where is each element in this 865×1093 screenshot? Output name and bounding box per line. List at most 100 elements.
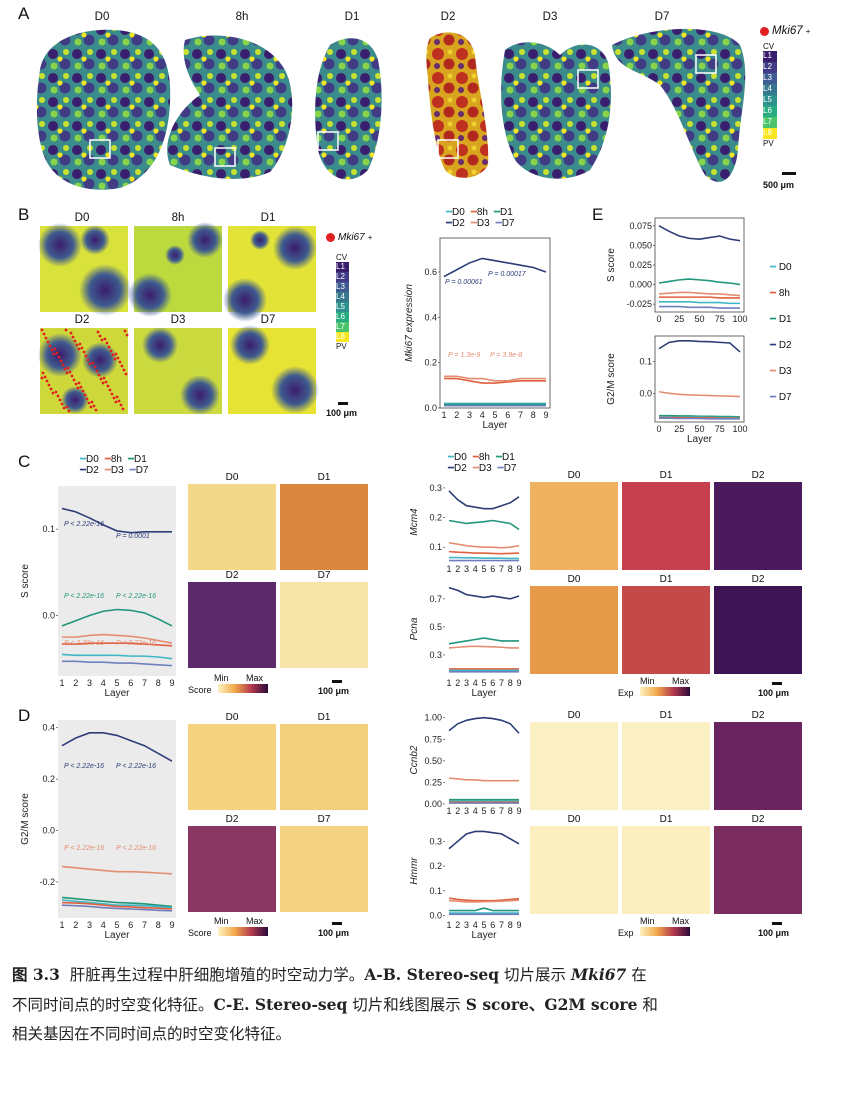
y-tick-label: 0.5 <box>429 622 442 632</box>
y-axis-label: S score <box>20 564 31 598</box>
x-tick-label: 0 <box>656 314 661 324</box>
cg-map-pcna-d0 <box>530 586 618 674</box>
mki67-dot <box>54 390 58 394</box>
mki67-dot <box>125 333 129 337</box>
series-line-8h <box>448 550 520 555</box>
y-tick-label: 0.0 <box>42 826 55 836</box>
a-legend-l7: L7 <box>763 117 777 128</box>
series-line-D3 <box>448 541 520 549</box>
plot-area <box>445 824 523 918</box>
mki67-dot <box>46 340 50 344</box>
cg-map-mcm4-d0 <box>530 482 618 570</box>
mki67-dot <box>90 400 94 404</box>
mki67-dot <box>74 382 78 386</box>
series-line-D2 <box>448 716 520 734</box>
x-tick-label: 1 <box>441 410 446 420</box>
mki67-dot <box>65 371 69 375</box>
series-line-D2 <box>448 830 520 850</box>
x-tick-label: 2 <box>455 806 460 816</box>
x-tick-label: 25 <box>674 424 684 434</box>
y-tick-label: 0.2 <box>42 774 55 784</box>
series-line-D3 <box>448 645 519 649</box>
mki67-dot <box>61 363 65 367</box>
mki67-dot <box>81 389 85 393</box>
y-axis-label: G2/M score <box>20 793 31 845</box>
series-line-8h <box>659 296 740 299</box>
section-d2 <box>426 32 489 178</box>
c-chart-legend: ━D0 ━8h ━D1 ━D2 ━D3 ━D7 <box>80 454 149 476</box>
b-map-d3 <box>134 327 222 415</box>
p-value-annotation: P < 2.22e-16 <box>116 640 156 647</box>
mki67-dot <box>65 405 69 409</box>
section-d3 <box>501 42 611 179</box>
d-map-title-d7: D7 <box>317 814 331 825</box>
mki67-dot <box>121 407 125 411</box>
p-value-annotation: P = 1.3e-9 <box>448 352 480 359</box>
a-legend-cv: CV <box>763 42 775 51</box>
mki67-dot <box>49 387 53 391</box>
p-value-annotation: P = 3.9e-8 <box>490 352 522 359</box>
cg-map-pcna-d1 <box>622 586 710 674</box>
mki67-dot <box>119 403 123 407</box>
mki67-dot <box>99 377 103 381</box>
y-tick-label: 0.025 <box>629 260 652 270</box>
mki67-dot <box>84 354 88 358</box>
mki67-dot <box>48 344 52 348</box>
y-tick-label: 0.1 <box>429 886 442 896</box>
b-legend-l2: L2 <box>336 272 349 282</box>
x-tick-label: 6 <box>128 678 133 688</box>
a-scale-bar <box>782 172 796 175</box>
e-leg-8h: ━ 8h <box>770 288 790 299</box>
a-title-8h: 8h <box>235 11 249 23</box>
x-tick-label: 4 <box>101 678 106 688</box>
dg-map-hmmr-d2 <box>714 826 802 914</box>
dg-title-d2a: D2 <box>751 710 765 721</box>
mki67-dot <box>83 393 87 397</box>
series-line-D3 <box>62 633 173 644</box>
b-legend-pv: PV <box>336 342 347 351</box>
y-axis-label: Mcm4 <box>409 508 420 536</box>
x-tick-label: 2 <box>455 564 460 574</box>
x-tick-label: 9 <box>516 678 521 688</box>
x-tick-label: 4 <box>473 564 478 574</box>
x-tick-label: 1 <box>59 920 64 930</box>
x-tick-label: 5 <box>114 678 119 688</box>
mki67-dot <box>112 396 116 400</box>
x-axis-label: Layer <box>482 420 508 431</box>
dg-title-d1b: D1 <box>659 814 673 825</box>
dg-colorbar <box>640 927 690 936</box>
mki67-dot <box>117 399 121 403</box>
y-tick-label: 0.4 <box>424 312 437 322</box>
x-tick-label: 2 <box>73 920 78 930</box>
chart-e-g2m: 0.1 0.0 0 25 50 75 100 Layer G2/M score <box>606 335 748 444</box>
b-map-8h <box>128 222 223 317</box>
p-value-annotation: P < 2.22e-16 <box>64 593 104 600</box>
panel-label-b: B <box>18 205 30 224</box>
series-line-D2 <box>443 257 547 278</box>
dg-colorbar-max: Max <box>672 916 690 926</box>
mki67-dot <box>91 361 95 365</box>
dg-map-ccnb2-d1 <box>622 722 710 810</box>
series-line-D3 <box>448 899 520 903</box>
mki67-dot <box>114 400 118 404</box>
mki67-dot <box>47 383 51 387</box>
mki67-dot <box>40 376 44 380</box>
y-tick-label: 0.0 <box>639 388 652 398</box>
b-title-d2: D2 <box>74 314 90 326</box>
x-tick-label: 100 <box>732 424 747 434</box>
p-value-annotation: P = 0.0001 <box>116 533 150 540</box>
d-scale-bar <box>332 922 342 925</box>
section-8h <box>167 35 293 179</box>
mki67-dot <box>62 406 66 410</box>
chart-c-sscore: 0.1 0.0 1 2 3 4 5 6 7 8 9 Layer S score P < 2.22e-16 P… <box>20 486 176 699</box>
y-tick-label: 0.000 <box>629 280 652 290</box>
dg-scale-text: 100 μm <box>758 928 790 938</box>
cg-scale-text: 100 μm <box>758 688 790 698</box>
dg-map-hmmr-d0 <box>530 826 618 914</box>
b-map-d2 <box>38 328 128 414</box>
cg-title-d0a: D0 <box>567 470 581 481</box>
mki67-dot <box>106 384 110 388</box>
mki67-dot <box>109 349 113 353</box>
b-scale-bar <box>338 402 348 405</box>
x-tick-label: 3 <box>464 920 469 930</box>
